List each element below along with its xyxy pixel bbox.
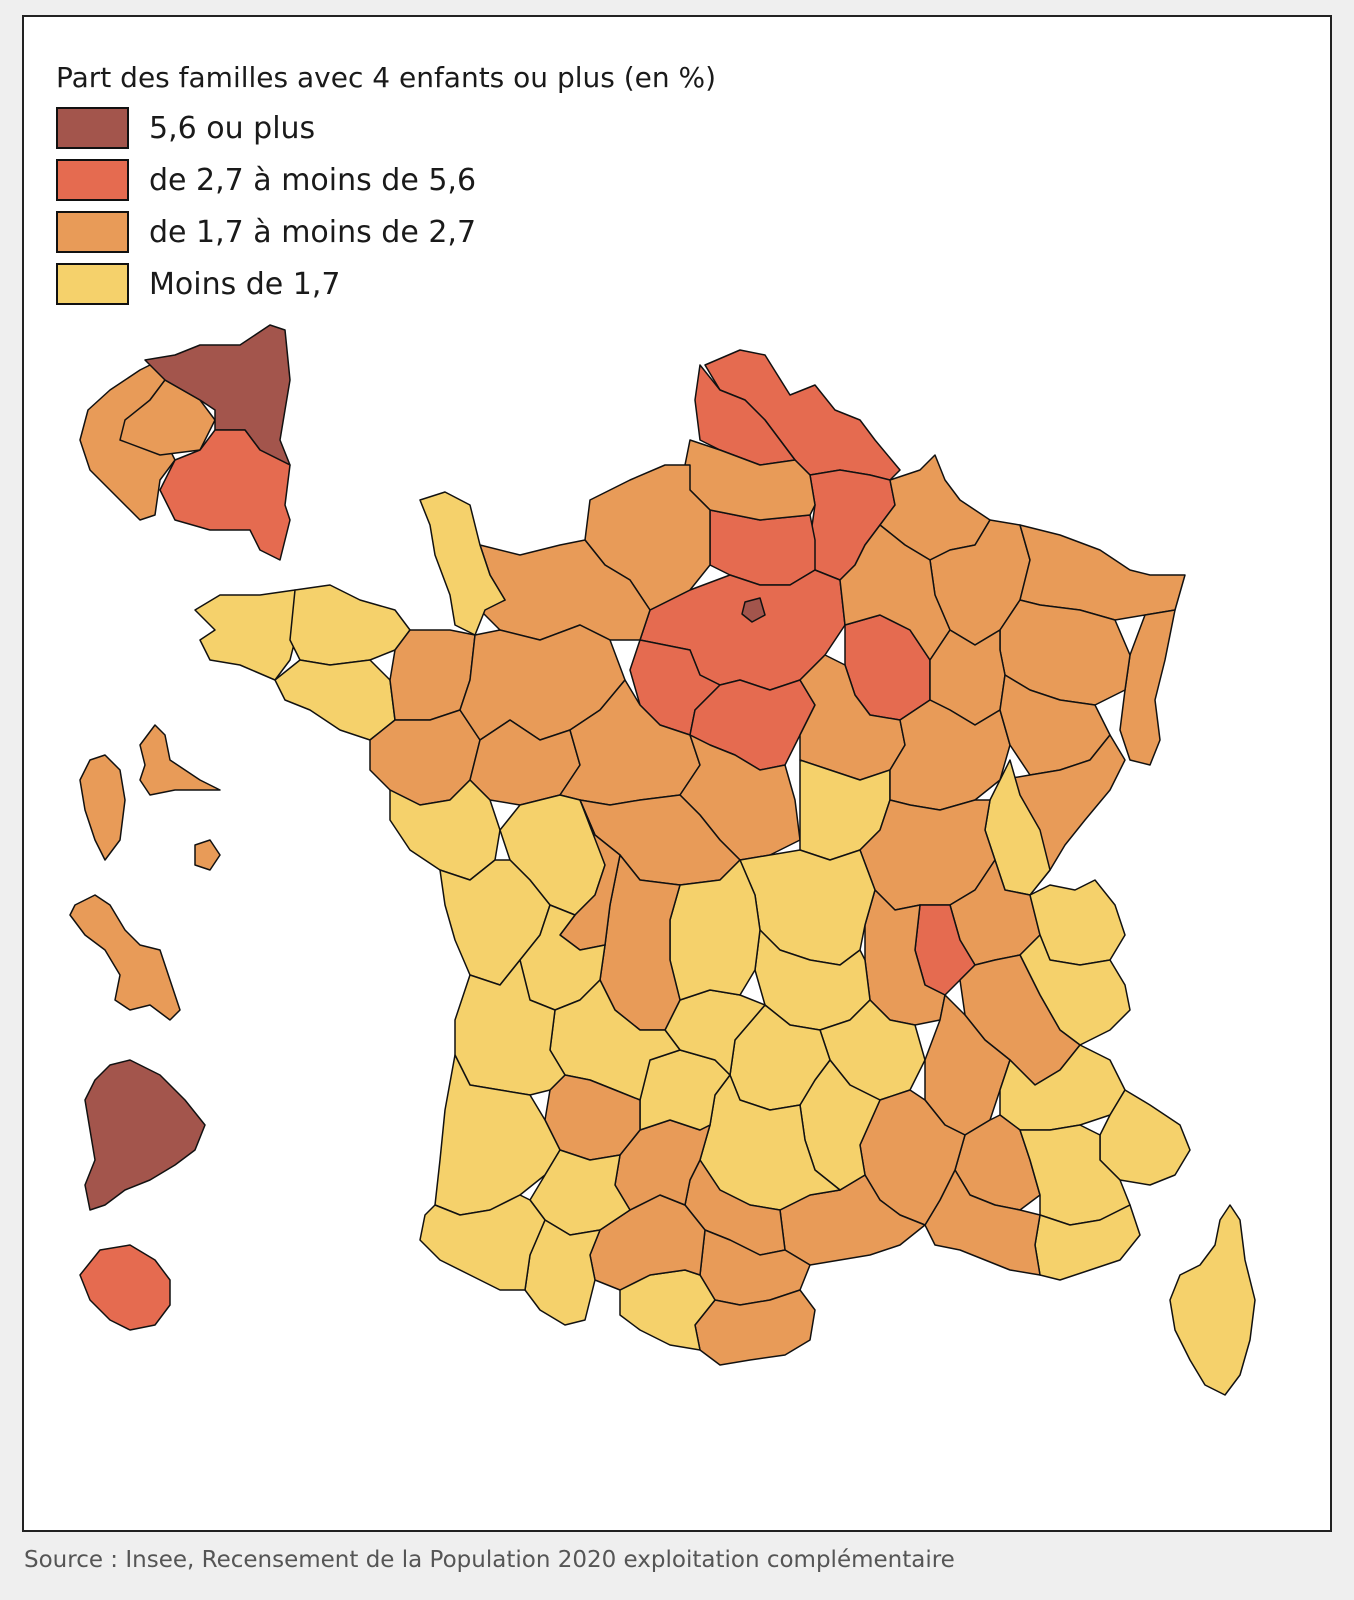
- region-idf-inset-paris: [119, 379, 216, 456]
- source-note: Source : Insee, Recensement de la Popula…: [24, 1547, 955, 1573]
- region-pyrenees-atlantiques: [419, 1194, 546, 1291]
- region-idf-inset-east: [159, 429, 291, 561]
- legend-label: 5,6 ou plus: [149, 110, 316, 146]
- legend-title: Part des familles avec 4 enfants ou plus…: [56, 61, 717, 94]
- legend-swatch: [56, 159, 129, 201]
- region-oise: [709, 509, 816, 586]
- region-bouches-du-rhone: [924, 1169, 1041, 1276]
- legend-item-high: de 2,7 à moins de 5,6: [56, 154, 716, 206]
- region-finistere: [194, 589, 301, 681]
- region-guyane: [84, 1059, 206, 1211]
- region-vendee: [389, 779, 501, 881]
- legend-swatch: [56, 263, 129, 305]
- region-guadeloupe: [79, 724, 221, 871]
- legend-swatch: [56, 107, 129, 149]
- legend-item-low: Moins de 1,7: [56, 258, 716, 310]
- region-reunion: [79, 1244, 171, 1331]
- legend-swatch: [56, 211, 129, 253]
- region-alsace: [1119, 609, 1176, 766]
- legend-label: Moins de 1,7: [149, 266, 341, 302]
- legend-item-very-high: 5,6 ou plus: [56, 102, 716, 154]
- region-martinique: [69, 894, 181, 1021]
- legend-label: de 1,7 à moins de 2,7: [149, 214, 477, 250]
- legend: Part des familles avec 4 enfants ou plus…: [56, 61, 716, 310]
- region-corse: [1169, 1204, 1256, 1396]
- region-hautes-pyrenees: [524, 1219, 601, 1326]
- region-morbihan: [274, 659, 396, 741]
- legend-label: de 2,7 à moins de 5,6: [149, 162, 477, 198]
- region-idf-inset-north: [144, 324, 291, 466]
- legend-item-medium: de 1,7 à moins de 2,7: [56, 206, 716, 258]
- region-manche: [419, 491, 506, 636]
- region-cotes-armor: [289, 584, 411, 666]
- region-paris: [741, 597, 766, 623]
- region-cote-or: [889, 699, 1011, 811]
- region-landes: [434, 1054, 561, 1216]
